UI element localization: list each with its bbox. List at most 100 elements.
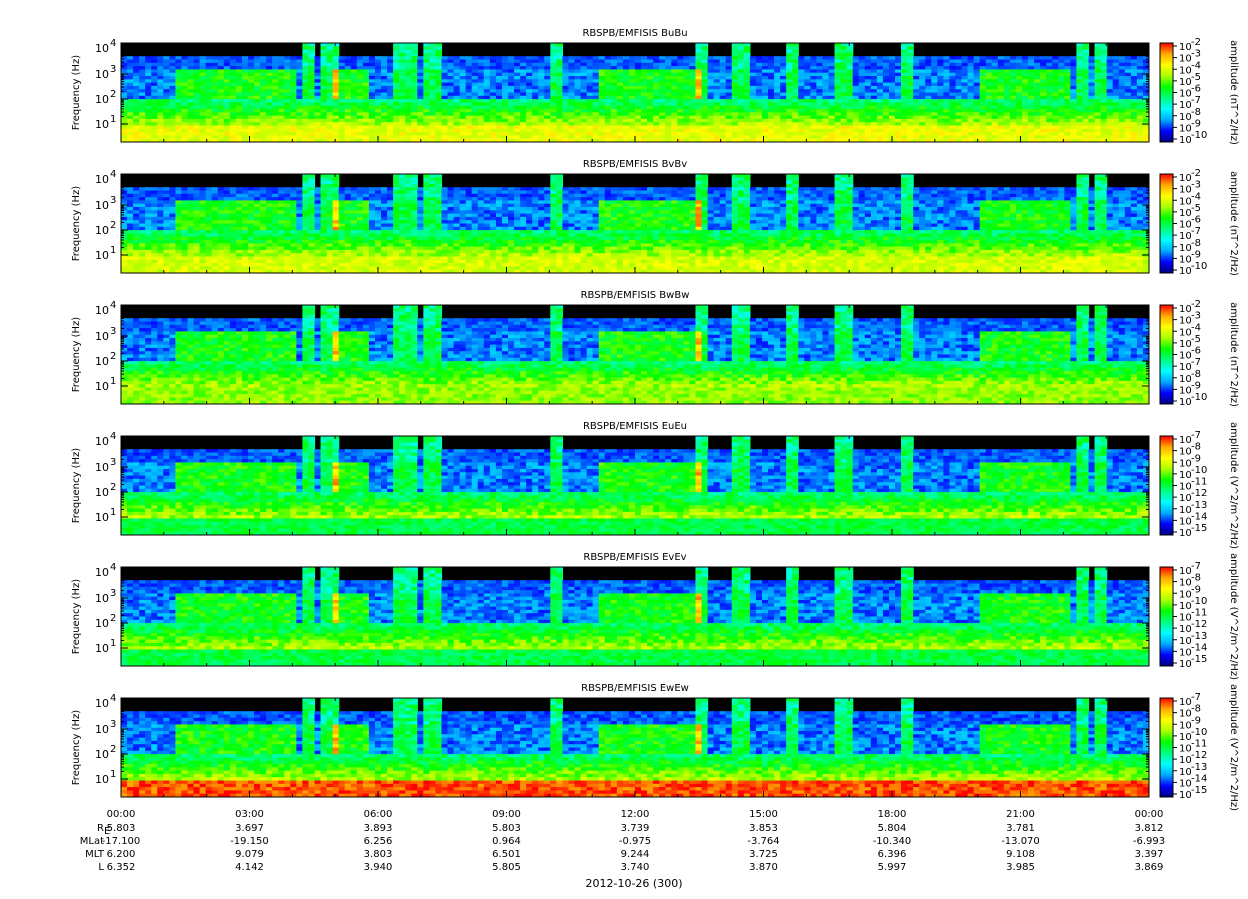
- ephemeris-value: 6.256: [364, 836, 393, 847]
- y-tick-label: 10: [95, 173, 109, 186]
- colorbar-label: amplitude (V^2/m^2/Hz): [1228, 684, 1239, 811]
- colorbar: [1159, 697, 1174, 798]
- colorbar-tick-label: 10: [1179, 112, 1192, 123]
- colorbar-tick-label: 10: [1179, 566, 1192, 577]
- ephemeris-value: -10.340: [873, 836, 912, 847]
- colorbar-tick-label: 10: [1179, 493, 1192, 504]
- ephemeris-value: 5.804: [878, 823, 907, 834]
- colorbar-tick-label: 10: [1179, 339, 1192, 350]
- ephemeris-label: L: [98, 862, 104, 873]
- ephemeris-value: 5.805: [492, 862, 521, 873]
- svg-text:-8: -8: [1191, 107, 1201, 118]
- y-tick-label: 10: [95, 697, 109, 710]
- colorbar: [1159, 42, 1174, 143]
- svg-text:4: 4: [110, 38, 116, 49]
- spectrogram-image-3: [121, 305, 1149, 404]
- y-tick-label: 10: [95, 355, 109, 368]
- colorbar-tick-label: 10: [1179, 778, 1192, 789]
- ephemeris-label: R: [97, 823, 104, 834]
- y-tick-label: 10: [95, 380, 109, 393]
- ephemeris-value: 6.396: [878, 849, 907, 860]
- ephemeris-label: MLT: [85, 849, 105, 860]
- colorbar-tick-label: 10: [1179, 458, 1192, 469]
- colorbar-tick-label: 10: [1179, 516, 1192, 527]
- ephemeris-value: 3.870: [749, 862, 778, 873]
- ephemeris-value: -6.993: [1133, 836, 1165, 847]
- panel-title: RBSPB/EMFISIS EuEu: [583, 421, 687, 432]
- ephemeris-value: 3.869: [1135, 862, 1164, 873]
- svg-text:-6: -6: [1191, 84, 1201, 95]
- y-tick-label: 10: [95, 748, 109, 761]
- ephemeris-label: MLat: [80, 836, 104, 847]
- y-axis-label: Frequency (Hz): [71, 55, 82, 131]
- x-tick-label: 00:00: [1135, 809, 1164, 820]
- spectrogram-image-6: [121, 698, 1149, 797]
- colorbar-tick-label: 10: [1179, 578, 1192, 589]
- colorbar-tick-label: 10: [1179, 362, 1192, 373]
- colorbar-tick-label: 10: [1179, 100, 1192, 111]
- colorbar-tick-label: 10: [1179, 744, 1192, 755]
- y-tick-label: 10: [95, 486, 109, 499]
- svg-text:-3: -3: [1191, 49, 1201, 60]
- y-tick-label: 10: [95, 330, 109, 343]
- colorbar-tick-label: 10: [1179, 266, 1192, 277]
- ephemeris-value: 3.397: [1135, 849, 1164, 860]
- spectrogram-image-4: [121, 436, 1149, 535]
- colorbar-tick-label: 10: [1179, 624, 1192, 635]
- y-tick-label: 10: [95, 435, 109, 448]
- colorbar-tick-label: 10: [1179, 54, 1192, 65]
- colorbar-tick-label: 10: [1179, 374, 1192, 385]
- ephemeris-value: -17.100: [102, 836, 141, 847]
- colorbar-tick-label: 10: [1179, 89, 1192, 100]
- y-tick-label: 10: [95, 723, 109, 736]
- ephemeris-value: 5.997: [878, 862, 907, 873]
- svg-text:1: 1: [110, 114, 116, 125]
- spectrogram-image-5: [121, 567, 1149, 666]
- y-tick-label: 10: [95, 224, 109, 237]
- colorbar: [1159, 304, 1174, 405]
- ephemeris-value: -13.070: [1001, 836, 1040, 847]
- svg-text:-7: -7: [1191, 95, 1201, 106]
- y-axis-label: Frequency (Hz): [71, 579, 82, 655]
- y-tick-label: 10: [95, 199, 109, 212]
- spectrogram-image-2: [121, 174, 1149, 273]
- colorbar-tick-label: 10: [1179, 647, 1192, 658]
- ephemeris-value: 3.739: [621, 823, 650, 834]
- colorbar-tick-label: 10: [1179, 196, 1192, 207]
- colorbar-tick-label: 10: [1179, 304, 1192, 315]
- colorbar-tick-label: 10: [1179, 435, 1192, 446]
- colorbar-label: amplitude (nT^2/Hz): [1228, 40, 1239, 145]
- svg-text:-5: -5: [1191, 72, 1201, 83]
- x-tick-label: 15:00: [749, 809, 778, 820]
- ephemeris-value: 3.985: [1006, 862, 1035, 873]
- ephemeris-value: -19.150: [230, 836, 269, 847]
- ephemeris-value: 3.781: [1006, 823, 1035, 834]
- colorbar-tick-label: 10: [1179, 397, 1192, 408]
- colorbar-tick-label: 10: [1179, 732, 1192, 743]
- colorbar-tick-label: 10: [1179, 173, 1192, 184]
- colorbar-tick-label: 10: [1179, 220, 1192, 231]
- colorbar-tick-label: 10: [1179, 720, 1192, 731]
- svg-text:-4: -4: [1191, 60, 1201, 71]
- ephemeris-value: -0.975: [619, 836, 651, 847]
- colorbar-tick-label: 10: [1179, 767, 1192, 778]
- y-tick-label: 10: [95, 642, 109, 655]
- colorbar-tick-label: 10: [1179, 447, 1192, 458]
- ephemeris-value: 3.812: [1135, 823, 1164, 834]
- colorbar-label: amplitude (V^2/m^2/Hz): [1228, 422, 1239, 549]
- x-tick-label: 12:00: [621, 809, 650, 820]
- ephemeris-value: -3.764: [747, 836, 779, 847]
- y-tick-label: 10: [95, 68, 109, 81]
- colorbar-tick-label: 10: [1179, 636, 1192, 647]
- colorbar: [1159, 566, 1174, 667]
- svg-text:2: 2: [110, 89, 116, 100]
- y-tick-label: 10: [95, 617, 109, 630]
- colorbar-label: amplitude (nT^2/Hz): [1228, 171, 1239, 276]
- colorbar-tick-label: 10: [1179, 231, 1192, 242]
- x-tick-label: 00:00: [107, 809, 136, 820]
- colorbar-tick-label: 10: [1179, 77, 1192, 88]
- y-tick-label: 10: [95, 773, 109, 786]
